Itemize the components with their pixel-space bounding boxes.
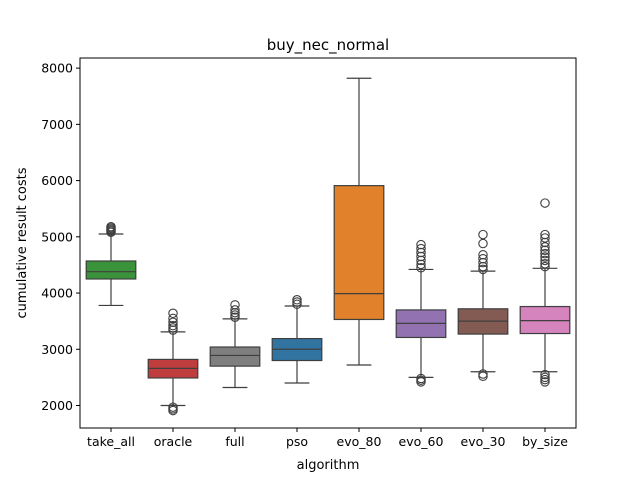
y-tick-label: 3000 [41, 342, 73, 357]
y-tick-label: 2000 [41, 398, 73, 413]
outlier-point-full [230, 305, 240, 315]
outlier-point-oracle [168, 308, 178, 319]
x-tick-label-evo_80: evo_80 [337, 434, 382, 449]
x-axis-label: algorithm [297, 458, 360, 473]
x-tick-label-oracle: oracle [154, 434, 193, 449]
outlier-point-oracle [168, 317, 178, 328]
outlier-point-by_size [540, 259, 550, 269]
outlier-point-evo_30 [478, 238, 488, 249]
outlier-point-evo_60 [416, 239, 426, 250]
plot-frame [79, 57, 577, 429]
outlier-point-oracle [168, 320, 178, 331]
outlier-point-full [230, 312, 240, 322]
outlier-point-evo_60 [416, 262, 426, 273]
outlier-point-evo_30 [478, 371, 488, 382]
outlier-point-by_size [540, 248, 550, 259]
outlier-point-evo_30 [478, 264, 488, 275]
outlier-point-by_size [540, 233, 550, 243]
outlier-point-pso [292, 297, 302, 307]
x-tick-label-take_all: take_all [87, 434, 135, 449]
outlier-point-evo_30 [478, 250, 488, 260]
outlier-point-by_size [540, 261, 550, 272]
outlier-point-evo_60 [416, 243, 426, 254]
y-tick-label: 7000 [41, 117, 73, 132]
plot-area: 2000 3000 4000 5000 6000 7000 8000 take_all orac… [41, 57, 577, 449]
outlier-point-take_all [106, 221, 116, 232]
outlier-point-by_size [540, 374, 550, 385]
y-tick-label: 8000 [41, 61, 73, 76]
y-tick-label: 4000 [41, 286, 73, 301]
outlier-point-full [230, 310, 240, 320]
outlier-point-oracle [168, 323, 178, 333]
chart-title: buy_nec_normal [267, 36, 389, 55]
outlier-point-by_size [540, 372, 550, 383]
outlier-point-evo_30 [478, 369, 488, 379]
box-evo_80 [333, 185, 385, 321]
outlier-point-by_size [540, 369, 550, 380]
outlier-point-evo_60 [416, 373, 426, 384]
x-tick-label-by_size: by_size [522, 434, 568, 449]
outlier-point-oracle [168, 313, 178, 324]
y-axis-label: cumulative result costs [15, 167, 30, 318]
outlier-point-pso [292, 299, 302, 310]
outlier-point-by_size [540, 229, 550, 240]
y-tick-label: 6000 [41, 173, 73, 188]
box-take_all [85, 260, 137, 280]
y-tick-label: 5000 [41, 229, 73, 244]
outlier-point-evo_30 [478, 253, 488, 264]
x-tick-label-pso: pso [286, 434, 308, 449]
outlier-point-full [230, 300, 240, 310]
outlier-point-by_size [540, 198, 550, 208]
x-tick-label-evo_30: evo_30 [461, 434, 506, 449]
outlier-point-by_size [540, 255, 550, 266]
outlier-point-by_size [540, 377, 550, 387]
outlier-point-by_size [540, 252, 550, 262]
box-full [209, 346, 261, 367]
outlier-point-oracle [168, 402, 178, 412]
outlier-point-pso [292, 295, 302, 305]
x-tick-label-evo_60: evo_60 [399, 434, 444, 449]
outlier-point-by_size [540, 242, 550, 252]
outlier-point-evo_30 [478, 229, 488, 240]
x-tick-label-full: full [225, 434, 244, 449]
